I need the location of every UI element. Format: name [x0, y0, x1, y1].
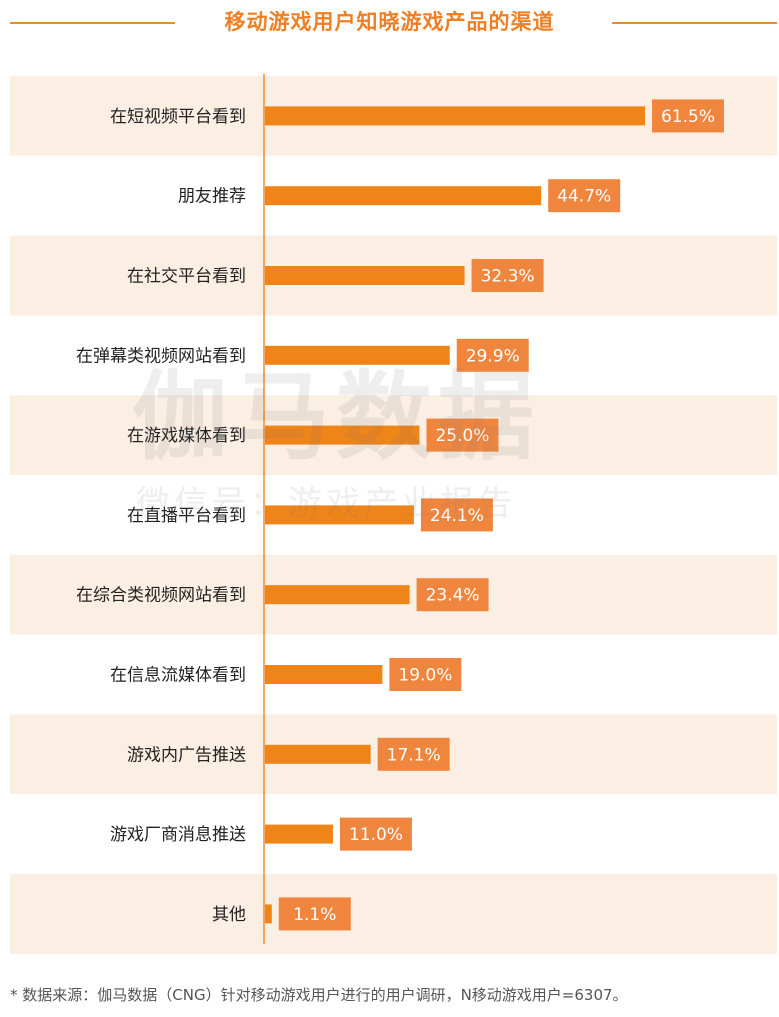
bar: [265, 824, 333, 844]
category-label: 游戏厂商消息推送: [110, 825, 246, 845]
value-label: 32.3%: [481, 267, 535, 287]
bar: [265, 904, 272, 924]
value-label-box: [652, 99, 724, 133]
title-right-rule: [612, 22, 777, 24]
value-label: 25.0%: [435, 426, 489, 446]
chart-title-bar: 移动游戏用户知晓游戏产品的渠道: [0, 0, 779, 46]
value-label: 29.9%: [466, 346, 520, 366]
value-label-box: [426, 418, 499, 452]
bar-chart: 在短视频平台看到 61.5% 朋友推荐 44.7% 在社交平台看到 32.3% 在弹幕类视频…: [10, 74, 777, 954]
value-label: 17.1%: [387, 745, 441, 765]
value-label-box: [471, 259, 544, 292]
value-label: 24.1%: [430, 506, 484, 526]
value-label: 1.1%: [293, 905, 336, 925]
category-label: 在游戏媒体看到: [127, 426, 246, 446]
category-label: 游戏内广告推送: [127, 745, 246, 765]
row-band: [10, 874, 777, 954]
value-label: 44.7%: [557, 187, 611, 207]
bar: [265, 744, 371, 764]
bar: [265, 266, 465, 285]
value-label-box: [339, 817, 412, 851]
bar: [265, 345, 450, 365]
value-label-box: [548, 179, 621, 213]
value-label: 61.5%: [661, 107, 715, 127]
bar: [265, 425, 420, 445]
value-label-box: [416, 578, 489, 612]
footnote: * 数据来源：伽马数据（CNG）针对移动游戏用户进行的用户调研，N移动游戏用户=…: [10, 986, 628, 1004]
category-label: 在弹幕类视频网站看到: [76, 346, 246, 366]
category-label: 在综合类视频网站看到: [76, 586, 246, 606]
category-label: 在社交平台看到: [127, 267, 246, 287]
category-label: 在信息流媒体看到: [110, 666, 246, 686]
category-label: 在短视频平台看到: [110, 107, 246, 127]
bar: [265, 186, 542, 206]
value-label-box: [278, 897, 351, 931]
value-label-box: [377, 737, 450, 771]
title-left-rule: [10, 22, 175, 24]
value-label: 23.4%: [426, 586, 480, 606]
bar: [265, 106, 645, 126]
category-label: 朋友推荐: [178, 187, 246, 207]
bar: [265, 505, 414, 525]
value-label-box: [456, 338, 529, 372]
value-label: 19.0%: [398, 666, 452, 686]
category-label: 其他: [212, 905, 246, 925]
value-label-box: [389, 658, 462, 691]
chart-title: 移动游戏用户知晓游戏产品的渠道: [224, 10, 555, 34]
value-label: 11.0%: [349, 825, 403, 845]
value-label-box: [420, 498, 493, 532]
bar: [265, 585, 410, 605]
category-label: 在直播平台看到: [127, 506, 246, 526]
bar: [265, 665, 383, 684]
